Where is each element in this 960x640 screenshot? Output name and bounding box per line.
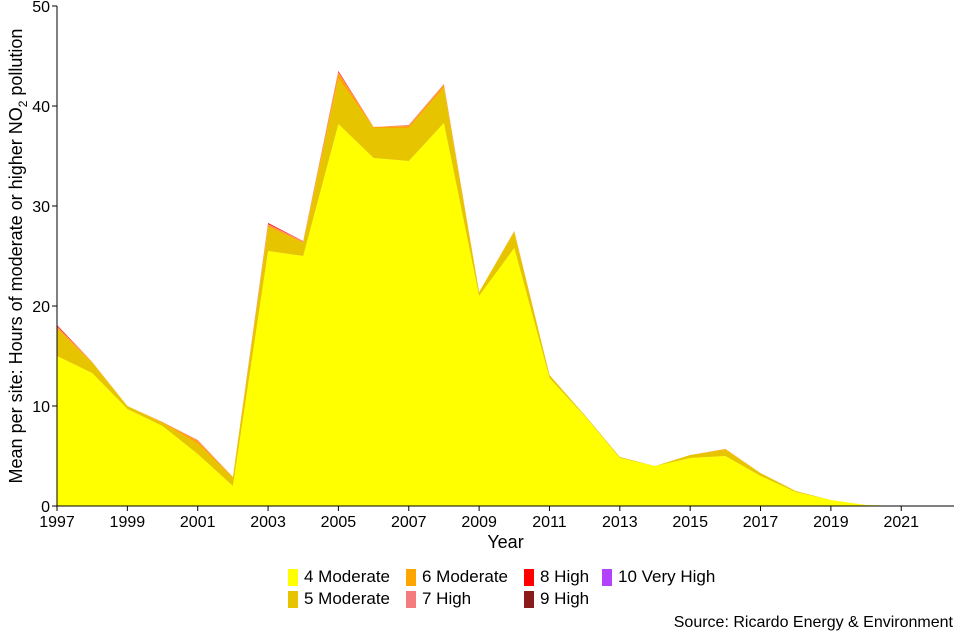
y-axis-title-main: Mean per site: Hours of moderate or high… bbox=[6, 107, 26, 483]
x-tick-label: 2003 bbox=[250, 514, 286, 531]
y-axis-title: Mean per site: Hours of moderate or high… bbox=[6, 29, 30, 484]
x-tick-label: 2021 bbox=[883, 514, 919, 531]
x-tick-label: 2013 bbox=[602, 514, 638, 531]
legend-item: 10 Very High bbox=[602, 566, 715, 588]
legend-swatch bbox=[406, 590, 416, 608]
x-tick-label: 2005 bbox=[321, 514, 357, 531]
legend: 4 Moderate 5 Moderate 6 Moderate 7 High 8 Hi… bbox=[288, 566, 738, 610]
y-tick-label: 0 bbox=[41, 499, 50, 516]
x-tick-label: 1997 bbox=[39, 514, 75, 531]
y-axis-title-suffix: pollution bbox=[6, 29, 26, 101]
x-tick-label: 2011 bbox=[532, 514, 567, 531]
x-axis-title: Year bbox=[487, 532, 523, 552]
legend-item: 4 Moderate bbox=[288, 566, 390, 588]
legend-label: 7 High bbox=[422, 589, 472, 608]
x-tick-label: 2007 bbox=[391, 514, 427, 531]
y-tick-label: 10 bbox=[32, 399, 50, 416]
legend-item: 9 High bbox=[524, 588, 589, 610]
x-tick-label: 2015 bbox=[672, 514, 708, 531]
legend-label: 8 High bbox=[540, 567, 590, 586]
x-tick-label: 2001 bbox=[180, 514, 216, 531]
legend-swatch bbox=[524, 590, 534, 608]
legend-item: 5 Moderate bbox=[288, 588, 390, 610]
y-tick-label: 20 bbox=[32, 299, 50, 316]
legend-swatch bbox=[602, 568, 612, 586]
legend-swatch bbox=[288, 568, 298, 586]
legend-swatch bbox=[524, 568, 534, 586]
source-note: Source: Ricardo Energy & Environment bbox=[673, 614, 953, 631]
y-tick-label: 40 bbox=[32, 99, 50, 116]
legend-item: 7 High bbox=[406, 588, 471, 610]
x-tick-label: 2017 bbox=[743, 514, 779, 531]
y-tick-group: 0 10 20 30 40 50 bbox=[32, 0, 57, 516]
y-tick-label: 50 bbox=[32, 0, 50, 16]
legend-swatch bbox=[288, 590, 298, 608]
legend-swatch bbox=[406, 568, 416, 586]
legend-label: 6 Moderate bbox=[422, 567, 508, 586]
legend-label: 9 High bbox=[540, 589, 590, 608]
legend-label: 5 Moderate bbox=[304, 589, 390, 608]
y-tick-label: 30 bbox=[32, 199, 50, 216]
legend-item: 8 High bbox=[524, 566, 589, 588]
legend-item: 6 Moderate bbox=[406, 566, 508, 588]
x-tick-label: 1999 bbox=[110, 514, 146, 531]
area-series-group bbox=[57, 71, 902, 506]
area-series-1 bbox=[57, 123, 902, 506]
legend-label: 4 Moderate bbox=[304, 567, 390, 586]
x-tick-label: 2009 bbox=[461, 514, 497, 531]
x-tick-group: 1997 1999 2001 2003 2005 2007 2009 2011 2013 2015… bbox=[39, 506, 919, 531]
area-series-2 bbox=[57, 79, 902, 506]
x-tick-label: 2019 bbox=[813, 514, 849, 531]
y-axis-title-subscript: 2 bbox=[16, 100, 30, 107]
legend-label: 10 Very High bbox=[618, 567, 716, 586]
